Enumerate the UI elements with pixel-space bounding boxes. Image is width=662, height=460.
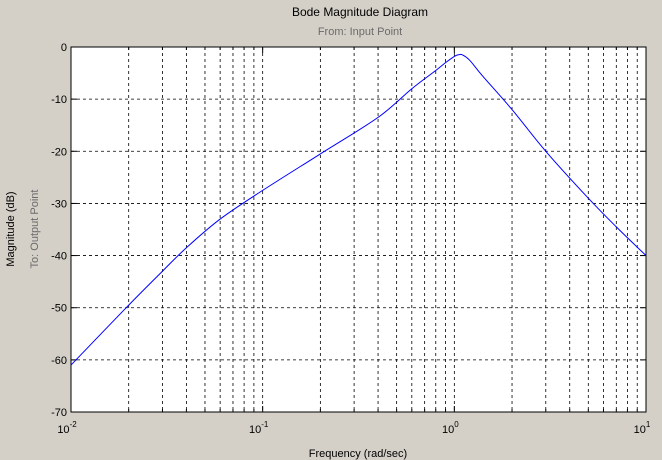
x-tick-labels: 10-2 10-1 100 101 bbox=[57, 420, 651, 436]
chart-title: Bode Magnitude Diagram bbox=[292, 5, 428, 19]
x-tick-label: 101 bbox=[634, 420, 651, 436]
chart-subtitle: From: Input Point bbox=[318, 26, 402, 38]
x-tick-label: 10-1 bbox=[249, 420, 269, 436]
x-tick-label: 10-2 bbox=[57, 420, 77, 436]
y-tick-label: 0 bbox=[61, 42, 67, 54]
y-axis-sublabel: To: Output Point bbox=[29, 190, 41, 269]
y-tick-label: -10 bbox=[51, 94, 67, 106]
y-tick-label: -70 bbox=[51, 407, 67, 419]
magnitude-curve bbox=[70, 53, 647, 366]
y-tick-label: -30 bbox=[51, 198, 67, 210]
y-tick-labels: 0 -10 -20 -30 -40 -50 -60 -70 bbox=[51, 42, 67, 419]
x-tick-label: 100 bbox=[442, 420, 459, 436]
plot-area bbox=[70, 46, 647, 413]
x-axis-label: Frequency (rad/sec) bbox=[309, 448, 407, 460]
grid-lines bbox=[71, 47, 646, 412]
y-tick-label: -40 bbox=[51, 251, 67, 263]
y-tick-label: -60 bbox=[51, 355, 67, 367]
y-axis-label: Magnitude (dB) bbox=[5, 191, 17, 266]
y-tick-label: -50 bbox=[51, 303, 67, 315]
y-tick-label: -20 bbox=[51, 146, 67, 158]
